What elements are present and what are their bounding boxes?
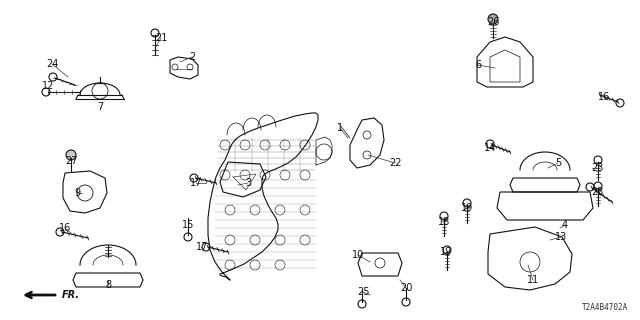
Text: 6: 6 (475, 60, 481, 70)
Text: 23: 23 (591, 187, 603, 197)
Text: FR.: FR. (62, 290, 80, 300)
Text: 21: 21 (155, 33, 167, 43)
Text: 9: 9 (74, 188, 80, 198)
Text: 19: 19 (461, 203, 473, 213)
Text: 4: 4 (562, 220, 568, 230)
Text: 11: 11 (527, 275, 539, 285)
Circle shape (66, 150, 76, 160)
Text: 24: 24 (46, 59, 58, 69)
Text: T2A4B4702A: T2A4B4702A (582, 303, 628, 312)
Text: 14: 14 (484, 143, 496, 153)
Text: 19: 19 (440, 247, 452, 257)
Text: 16: 16 (59, 223, 71, 233)
Circle shape (488, 14, 498, 24)
Text: 26: 26 (487, 17, 499, 27)
Text: 1: 1 (337, 123, 343, 133)
Text: 17: 17 (190, 178, 202, 188)
Text: 7: 7 (97, 102, 103, 112)
Text: 23: 23 (591, 163, 603, 173)
Text: 3: 3 (245, 178, 251, 188)
Text: 8: 8 (105, 280, 111, 290)
Text: 22: 22 (388, 158, 401, 168)
Text: 15: 15 (182, 220, 194, 230)
Text: 16: 16 (598, 92, 610, 102)
Text: 12: 12 (42, 81, 54, 91)
Text: 10: 10 (352, 250, 364, 260)
Text: 18: 18 (438, 217, 450, 227)
Text: 2: 2 (189, 52, 195, 62)
Text: 25: 25 (356, 287, 369, 297)
Text: 5: 5 (555, 158, 561, 168)
Text: 13: 13 (555, 232, 567, 242)
Text: 17: 17 (196, 242, 208, 252)
Text: 27: 27 (65, 156, 77, 166)
Text: 20: 20 (400, 283, 412, 293)
